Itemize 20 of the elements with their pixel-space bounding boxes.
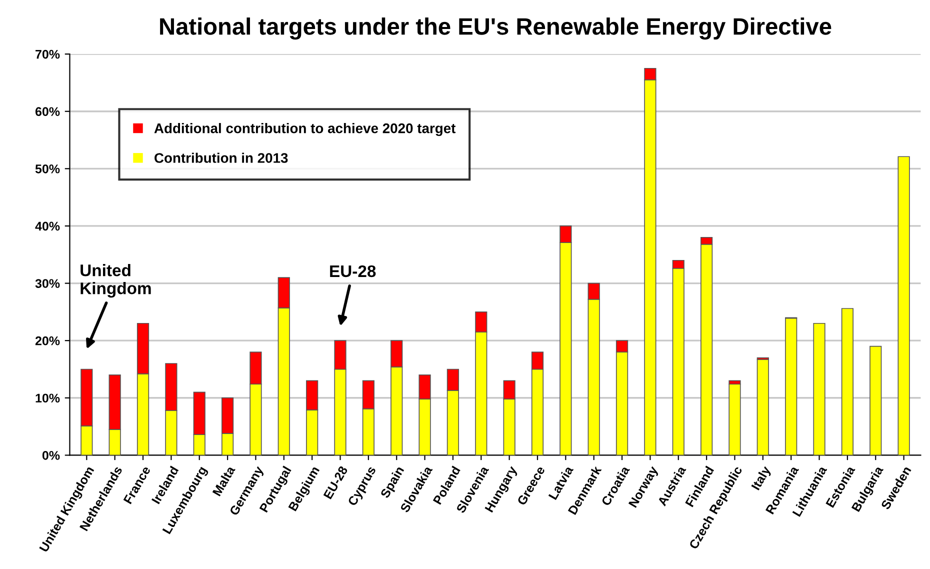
annotation: EU-28 xyxy=(330,265,376,278)
y-tick-label: 50% xyxy=(35,164,60,174)
legend-label: Contribution in 2013 xyxy=(154,152,288,163)
y-tick-label: 0% xyxy=(42,451,60,460)
annotation: United Kingdom xyxy=(80,264,151,298)
bar xyxy=(870,346,882,456)
y-tick-label: 70% xyxy=(36,50,60,59)
y-tick-label: 20% xyxy=(35,336,60,346)
y-tick-label: 30% xyxy=(35,279,60,288)
bar xyxy=(813,322,826,456)
bar xyxy=(756,359,769,456)
chart-title: National targets under the EU's Renewable Energy Directive xyxy=(160,18,832,40)
bar xyxy=(785,318,798,456)
bar xyxy=(898,156,910,456)
y-tick-label: 60% xyxy=(35,107,60,116)
legend-label: Additional contribution to achieve 2020 target xyxy=(154,123,456,136)
bar xyxy=(728,384,741,456)
y-tick-label: 40% xyxy=(35,222,60,231)
bar xyxy=(841,308,854,456)
y-tick-label: 10% xyxy=(36,394,60,403)
